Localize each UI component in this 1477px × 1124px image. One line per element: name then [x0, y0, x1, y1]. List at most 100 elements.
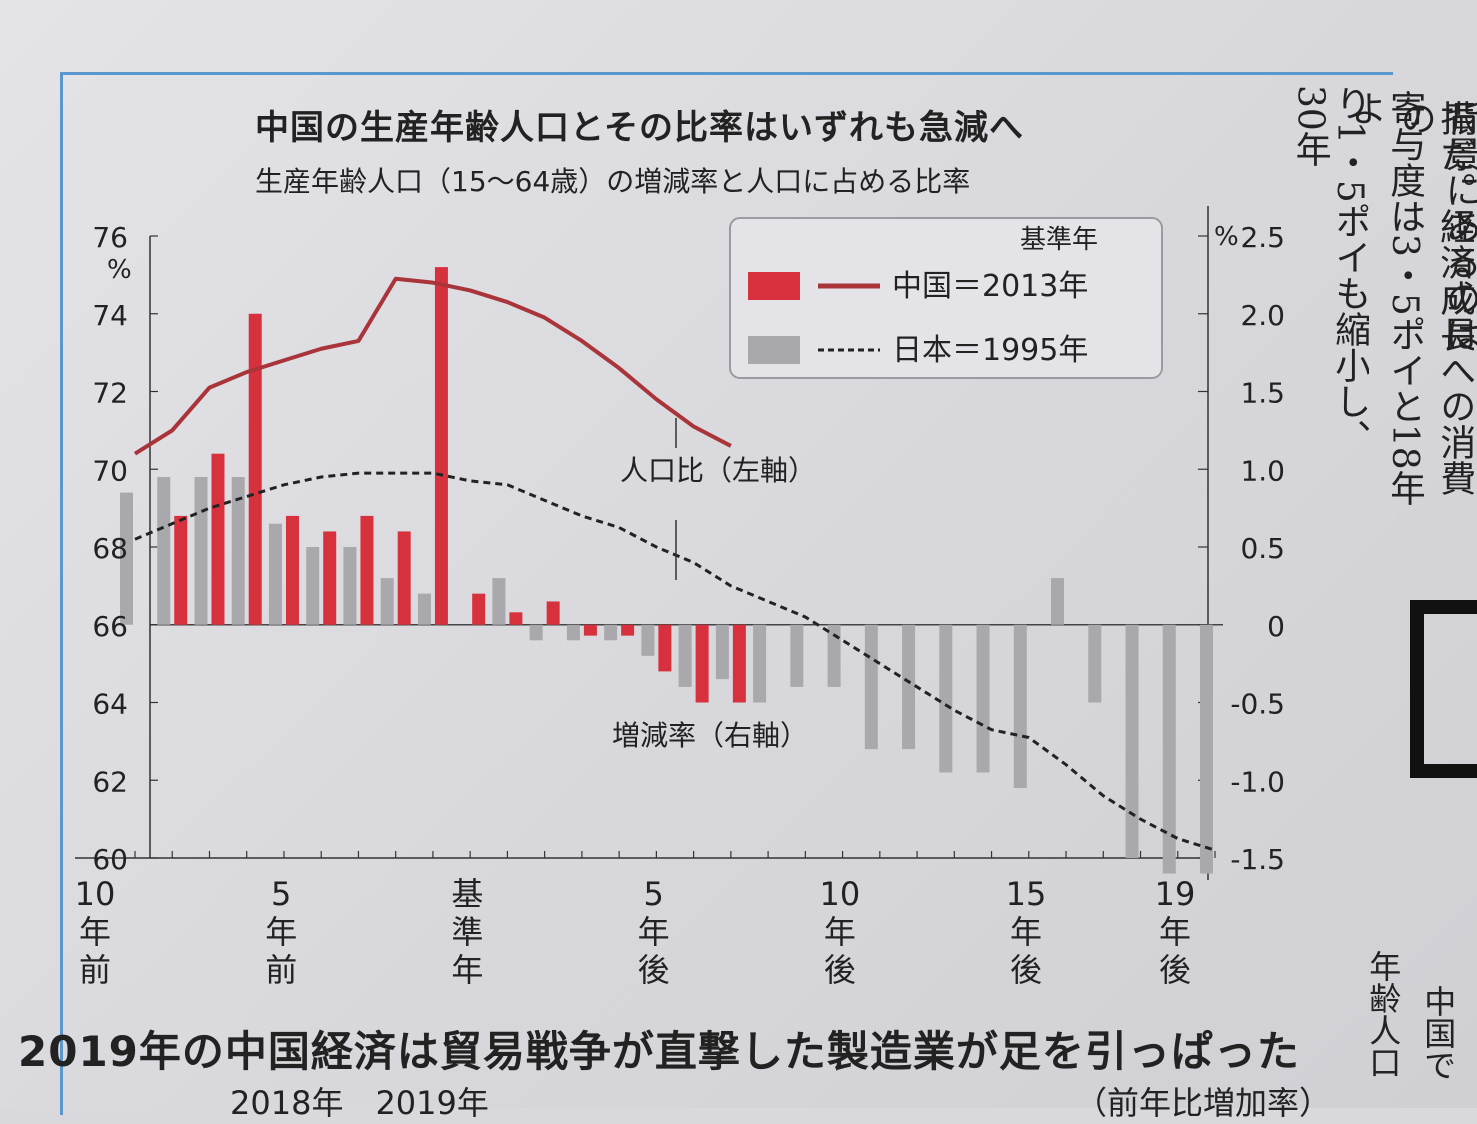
x-tick-label: 後	[824, 951, 856, 989]
japan-bar	[1051, 578, 1065, 625]
china-bar	[695, 624, 709, 703]
bars-layer	[120, 267, 1213, 874]
japan-bar	[939, 624, 953, 773]
x-tick-label: 年	[451, 951, 483, 989]
x-tick-label: 19	[1155, 875, 1196, 913]
article-subhead-left: 2018年 2019年	[230, 1084, 489, 1122]
article-column-5: 年齢人口	[1364, 950, 1403, 1078]
right-tick-label: 2.5	[1240, 221, 1285, 254]
china-bar	[583, 624, 597, 636]
china-bar	[434, 267, 448, 625]
x-tick-label: 後	[1159, 951, 1191, 989]
lines-layer	[133, 276, 1216, 852]
china-bar	[397, 531, 411, 625]
japan-bar	[529, 624, 543, 641]
china-bar	[285, 515, 299, 625]
legend-china-bar-swatch	[748, 272, 800, 300]
x-tick-label: 後	[1010, 951, 1042, 989]
legend-japan-bar-swatch	[748, 336, 800, 364]
japan-bar	[268, 523, 282, 625]
china-bar	[509, 612, 523, 625]
china-bar	[621, 624, 635, 636]
japan-bar	[1162, 624, 1176, 874]
china-bar	[248, 313, 262, 625]
chart-subtitle: 生産年齢人口（15～64歳）の増減率と人口に占める比率	[255, 165, 971, 198]
japan-bar	[864, 624, 878, 750]
article-column-6: 中国で	[1419, 985, 1458, 1081]
x-tick-label: 5	[271, 875, 291, 913]
x-tick-label: 年	[824, 913, 856, 951]
x-tick-label: 年	[1010, 913, 1042, 951]
x-tick-label: 後	[638, 951, 670, 989]
japan-bar	[343, 547, 357, 625]
article-column-1: 背景にあるのは	[1439, 100, 1477, 352]
x-tick-label: 年	[1159, 913, 1191, 951]
china-bar	[472, 593, 486, 625]
left-tick-label: 68	[92, 532, 128, 565]
japan-bar	[566, 624, 580, 641]
article-subhead-right: （前年比増加率）	[1075, 1084, 1332, 1122]
x-tick-label: 5	[643, 875, 663, 913]
left-tick-label: 64	[92, 688, 128, 721]
china-bar	[174, 515, 188, 625]
right-tick-label: -1.5	[1230, 843, 1285, 876]
article-column-3: 寄与度は3・5ポイと18年よ	[1345, 90, 1425, 506]
right-tick-label: 0.5	[1240, 532, 1285, 565]
x-tick-label: 15	[1006, 875, 1047, 913]
china-bar	[323, 531, 337, 625]
article-headline: 2019年の中国経済は貿易戦争が直撃した製造業が足を引っぱった	[18, 1027, 1300, 1076]
left-tick-label: 76	[92, 221, 128, 254]
labels-layer: 60 62 64 66 68 70 72 74 76 2.5 2.0 1.5 1.0 0.5 0 -0.5 -1…	[75, 221, 1285, 989]
left-tick-label: 62	[92, 765, 128, 798]
x-tick-label: 前	[265, 951, 297, 989]
legend-japan-label: 日本＝1995年	[892, 333, 1088, 368]
x-tick-label: 前	[79, 951, 111, 989]
japan-bar	[753, 624, 767, 703]
japan-bar	[380, 578, 394, 625]
right-tick-label: 1.0	[1240, 454, 1285, 487]
right-tick-label: 2.0	[1240, 299, 1285, 332]
china-bar	[658, 624, 672, 672]
legend: 基準年 中国＝2013年 日本＝1995年	[729, 217, 1163, 379]
japan-bar	[1200, 624, 1213, 874]
japan-bar	[157, 477, 171, 625]
right-axis-unit: %	[1214, 222, 1239, 252]
x-tick-label: 年	[79, 913, 111, 951]
japan-bar	[231, 477, 245, 625]
china-bar	[211, 453, 225, 625]
japan-bar	[604, 624, 618, 641]
left-tick-label: 60	[92, 843, 128, 876]
left-tick-label: 74	[92, 299, 128, 332]
article-column-4: り1・5ポイも縮小し、30年	[1290, 85, 1370, 455]
chart-frame	[60, 72, 1393, 1115]
japan-bar	[120, 492, 133, 625]
legend-china-label: 中国＝2013年	[892, 269, 1088, 304]
japan-bar	[902, 624, 916, 750]
right-tick-label: -0.5	[1230, 688, 1285, 721]
growth-annotation: 増減率（右軸）	[612, 719, 808, 752]
section-heading-glyph	[1410, 600, 1477, 778]
x-tick-label: 年	[265, 913, 297, 951]
japan-bar	[976, 624, 990, 773]
china-bar	[360, 515, 374, 625]
article-column-2: 振だ。経済成長への消費の	[1395, 100, 1475, 496]
japan-bar	[715, 624, 729, 680]
x-tick-label: 準	[451, 913, 483, 951]
x-tick-label: 基	[451, 875, 483, 913]
ratio-annotation: 人口比（左軸）	[620, 454, 816, 487]
japan-bar	[1013, 624, 1027, 789]
chart-title: 中国の生産年齢人口とその比率はいずれも急減へ	[255, 108, 1024, 148]
japan-bar	[1088, 624, 1102, 703]
x-tick-label: 10	[75, 875, 116, 913]
left-axis-unit: %	[107, 255, 132, 285]
right-tick-label: 1.5	[1240, 377, 1285, 410]
china-bar	[546, 601, 560, 625]
japan-bar	[827, 624, 841, 687]
japan-bar	[641, 624, 655, 656]
right-tick-label: -1.0	[1230, 765, 1285, 798]
japan-bar	[417, 593, 431, 625]
left-tick-label: 72	[92, 377, 128, 410]
japan-bar	[678, 624, 692, 687]
